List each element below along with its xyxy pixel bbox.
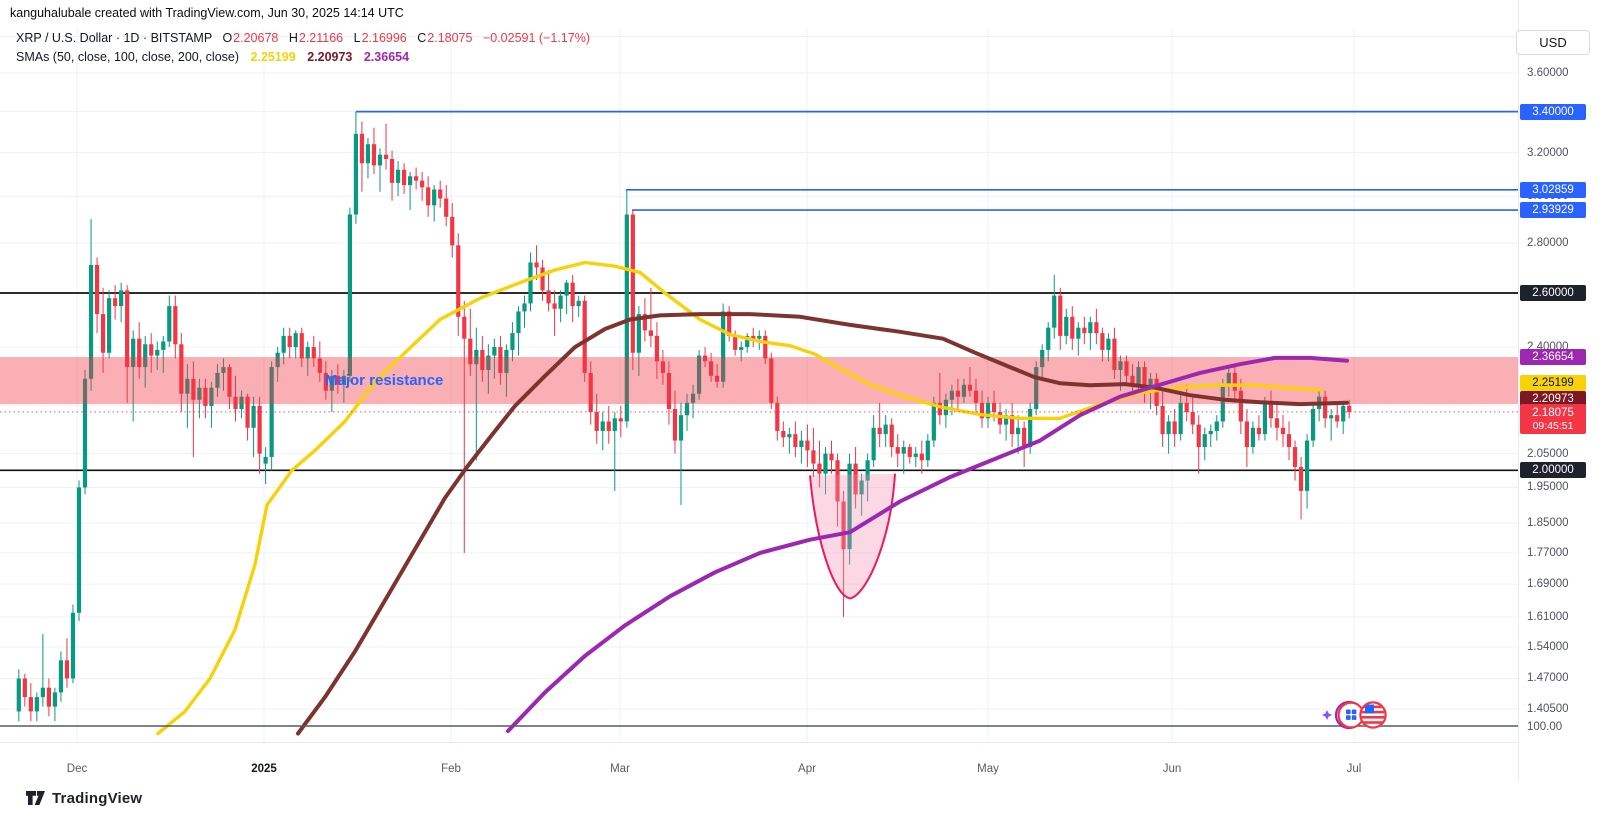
price-change: −0.02591 (−1.17%) [482,31,590,45]
major-resistance-annotation[interactable]: Major resistance [325,372,444,389]
legend-separator: · [115,31,120,45]
ohlc-open-key: O [222,31,233,45]
price-badge-purple: 2.36654 [1520,348,1586,365]
timeframe-label: 1D [123,31,140,45]
legend-row-sma: SMAs (50, close, 100, close, 200, close)… [16,50,590,69]
time-axis-label: 2025 [251,763,277,775]
price-axis-label: 100.00 [1527,721,1563,733]
candlestick-series [16,111,1352,722]
legend-row-symbol: XRP / U.S. Dollar · 1D · BITSTAMP O2.206… [16,31,590,50]
price-axis-label: 3.60000 [1527,66,1569,79]
tradingview-brand-text: TradingView [52,790,143,807]
price-badge-blue: 3.40000 [1520,103,1586,120]
ohlc-open-value: 2.20678 [233,31,279,45]
ohlc-low-value: 2.16996 [361,31,407,45]
price-axis-label: 1.69000 [1527,578,1569,591]
sparkle-icon [1322,710,1332,720]
time-axis-label: Feb [441,763,461,775]
ohlc-close-key: C [417,31,427,45]
countdown-timer: 09:45:51 [1532,420,1574,432]
price-axis-label: 1.61000 [1527,610,1569,623]
attribution-text: kanguhalubale created with TradingView.c… [10,6,404,20]
exchange-label: BITSTAMP [150,31,212,45]
price-badge-dark: 2.00000 [1520,462,1586,479]
price-axis[interactable]: USD 3.600003.400003.200003.000003.028592… [1516,0,1600,782]
price-axis-label: 1.47000 [1527,672,1569,685]
symbol-legend[interactable]: XRP / U.S. Dollar · 1D · BITSTAMP O2.206… [16,31,590,69]
sma200-value: 2.36654 [363,50,410,64]
ohlc-high-key: H [288,31,298,45]
price-axis-label: 1.40500 [1527,703,1569,716]
price-axis-label: 1.95000 [1527,481,1569,494]
price-axis-label: 3.20000 [1527,146,1569,159]
xrp-logo-glyph [1346,709,1357,720]
pair-logo-icons [1322,700,1387,730]
price-axis-label: 2.05000 [1527,447,1569,460]
price-axis-label: 1.77000 [1527,546,1569,559]
major-resistance-band[interactable] [0,357,1518,405]
ohlc-low-key: L [353,31,361,45]
footer-bar: TradingView [0,783,1600,819]
sma200-line[interactable] [506,355,1349,733]
usd-flag-glyph [1361,704,1385,724]
price-axis-label: 2.80000 [1527,236,1569,249]
cup-annotation-outline[interactable] [809,473,896,600]
currency-button[interactable]: USD [1516,30,1590,55]
sma50-value: 2.25199 [250,50,296,64]
price-axis-label: 1.54000 [1527,641,1569,653]
price-badge-blue: 3.02859 [1520,181,1586,198]
time-axis[interactable]: Dec 2025 Feb Mar Apr May Jun Jul [0,742,1600,784]
price-badge-blue: 2.93929 [1520,202,1586,219]
time-axis-label: May [977,763,999,775]
price-badge-current: 2.18075 09:45:51 [1520,404,1586,434]
legend-separator: · [142,31,148,45]
price-badge-dark: 2.60000 [1520,284,1586,301]
time-axis-label: Jun [1162,763,1182,775]
price-badge-maroon: 2.20973 [1520,391,1586,407]
time-axis-label: Jul [1346,763,1362,775]
time-axis-label: Apr [798,763,816,775]
tradingview-brand[interactable]: TradingView [26,790,142,807]
sma50-line[interactable] [156,260,1324,736]
symbol-name: XRP / U.S. Dollar [16,31,113,45]
ohlc-high-value: 2.21166 [298,31,344,45]
sma-indicator-label: SMAs (50, close, 100, close, 200, close) [16,50,240,64]
sma100-value: 2.20973 [307,50,353,64]
price-badge-yellow: 2.25199 [1520,375,1586,391]
price-chart-plot[interactable] [0,28,1518,742]
tradingview-logo-icon [26,791,45,805]
time-axis-label: Dec [66,763,88,775]
price-axis-label: 1.85000 [1527,517,1569,530]
time-axis-label: Mar [610,763,630,775]
ohlc-close-value: 2.18075 [427,31,473,45]
